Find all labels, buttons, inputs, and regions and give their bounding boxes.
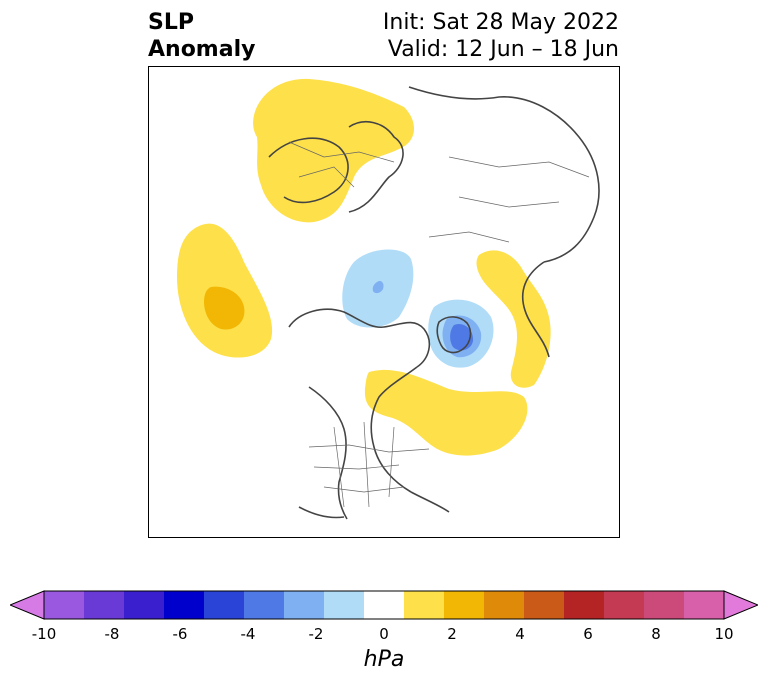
slp-anomaly-map: [177, 78, 600, 520]
colorbar-tick-label: -6: [172, 625, 188, 643]
valid-range: Valid: 12 Jun – 18 Jun: [387, 37, 619, 62]
colorbar-segment: [124, 591, 165, 619]
colorbar-units: hPa: [363, 647, 405, 672]
colorbar-tick-label: 0: [379, 625, 389, 643]
colorbar-segment: [44, 591, 85, 619]
colorbar-segment: [444, 591, 485, 619]
positive-anomaly-alaska: [476, 250, 551, 388]
colorbar-segment: [84, 591, 125, 619]
colorbar-segment: [324, 591, 365, 619]
colorbar-tick-label: 2: [447, 625, 457, 643]
init-date: Init: Sat 28 May 2022: [382, 10, 619, 35]
colorbar-tick-label: 6: [583, 625, 593, 643]
political-borders: [288, 141, 590, 508]
colorbar-segment: [484, 591, 525, 619]
colorbar-segment: [404, 591, 445, 619]
colorbar-segment: [604, 591, 645, 619]
title-line-1: SLP: [148, 10, 194, 35]
colorbar-segment: [644, 591, 685, 619]
colorbar-segment: [564, 591, 605, 619]
colorbar-tick-label: -8: [104, 625, 120, 643]
colorbar-segment: [244, 591, 285, 619]
colorbar-segment: [684, 591, 725, 619]
colorbar-segment: [164, 591, 205, 619]
colorbar-segment: [524, 591, 565, 619]
colorbar-tick-label: 8: [651, 625, 661, 643]
colorbar-segment: [204, 591, 245, 619]
colorbar-tick-label: 4: [515, 625, 525, 643]
colorbar-segment: [284, 591, 325, 619]
title-line-2: Anomaly: [148, 37, 256, 62]
colorbar-segment: [364, 591, 405, 619]
positive-anomaly-atlantic-core: [204, 286, 245, 330]
title-block-left: SLP Anomaly: [148, 9, 255, 63]
colorbar-tick-label: -10: [31, 625, 57, 643]
colorbar-extend-high: [723, 590, 758, 620]
colorbar-tick-label: -4: [240, 625, 256, 643]
map-panel: [148, 66, 620, 538]
colorbar-outline: [43, 590, 725, 620]
colorbar: [10, 590, 758, 620]
colorbar-tick-label: 10: [714, 625, 734, 643]
coastlines: [268, 86, 600, 520]
colorbar-tick-label: -2: [308, 625, 324, 643]
negative-anomaly-arctic-core: [372, 280, 384, 294]
colorbar-extend-low: [10, 590, 45, 620]
positive-anomaly-canada: [364, 369, 528, 456]
title-block-right: Init: Sat 28 May 2022 Valid: 12 Jun – 18…: [383, 9, 619, 63]
positive-anomaly-europe: [253, 78, 415, 223]
